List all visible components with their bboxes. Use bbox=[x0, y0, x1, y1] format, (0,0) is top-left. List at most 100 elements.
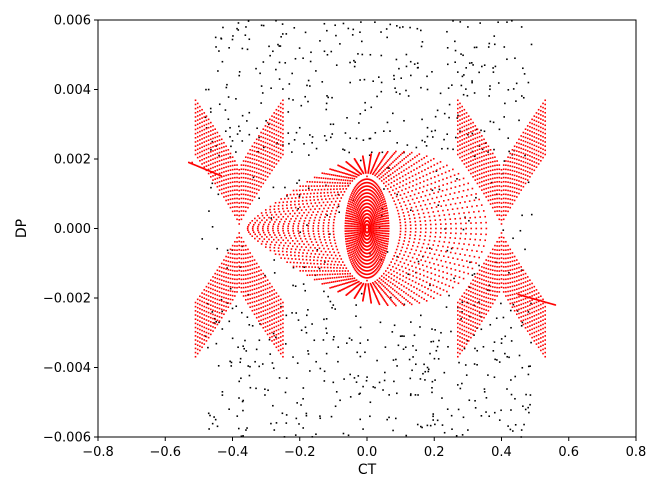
black-particle-point bbox=[218, 103, 221, 106]
red-particle-point bbox=[358, 231, 360, 233]
red-particle-point bbox=[322, 224, 325, 227]
red-particle-point bbox=[349, 179, 351, 182]
red-particle-point bbox=[487, 268, 490, 270]
red-particle-point bbox=[227, 194, 230, 197]
red-particle-point bbox=[282, 326, 284, 329]
red-particle-point bbox=[294, 251, 296, 254]
red-particle-point bbox=[247, 165, 249, 167]
red-particle-point bbox=[210, 130, 212, 132]
red-particle-point bbox=[432, 244, 435, 246]
black-particle-point bbox=[238, 125, 240, 128]
red-particle-point bbox=[414, 227, 417, 230]
black-particle-point bbox=[247, 365, 250, 367]
red-particle-point bbox=[249, 222, 252, 224]
red-particle-point bbox=[502, 218, 505, 221]
red-particle-point bbox=[368, 167, 370, 170]
red-particle-point bbox=[409, 224, 412, 227]
red-particle-point bbox=[272, 231, 275, 234]
red-particle-point bbox=[355, 282, 358, 284]
red-particle-point bbox=[359, 224, 362, 227]
red-particle-point bbox=[352, 204, 354, 207]
red-particle-point bbox=[302, 258, 304, 261]
red-particle-point bbox=[307, 211, 310, 214]
red-particle-point bbox=[375, 231, 378, 234]
red-particle-point bbox=[273, 334, 275, 337]
red-particle-point bbox=[231, 210, 234, 213]
red-particle-point bbox=[426, 189, 428, 192]
red-particle-point bbox=[251, 191, 254, 193]
red-particle-point bbox=[472, 176, 474, 178]
red-particle-point bbox=[207, 290, 210, 293]
red-particle-point bbox=[247, 202, 249, 205]
red-particle-point bbox=[251, 268, 254, 270]
red-particle-point bbox=[384, 225, 387, 227]
red-particle-point bbox=[247, 225, 249, 228]
red-particle-point bbox=[321, 198, 323, 201]
red-particle-point bbox=[223, 187, 225, 190]
red-particle-point bbox=[294, 203, 296, 206]
red-particle-point bbox=[277, 239, 280, 241]
red-particle-point bbox=[520, 266, 522, 268]
red-particle-point bbox=[362, 160, 365, 162]
red-particle-point bbox=[371, 186, 373, 189]
red-particle-point bbox=[353, 214, 355, 217]
black-particle-point bbox=[229, 360, 231, 363]
red-particle-point bbox=[347, 222, 350, 225]
red-particle-point bbox=[362, 276, 364, 278]
red-particle-point bbox=[364, 284, 367, 286]
black-particle-point bbox=[302, 427, 305, 429]
red-particle-point bbox=[368, 288, 370, 291]
red-particle-point bbox=[354, 194, 357, 197]
red-particle-point bbox=[268, 216, 270, 219]
red-particle-point bbox=[352, 250, 354, 253]
red-particle-point bbox=[385, 176, 387, 179]
red-particle-point bbox=[401, 159, 404, 162]
red-particle-point bbox=[358, 192, 361, 195]
black-particle-point bbox=[383, 130, 385, 132]
black-particle-point bbox=[348, 151, 351, 154]
red-particle-point bbox=[244, 290, 247, 293]
red-particle-point bbox=[247, 152, 249, 155]
red-particle-point bbox=[302, 227, 304, 230]
red-particle-point bbox=[348, 207, 350, 210]
red-particle-point bbox=[464, 254, 466, 256]
red-particle-point bbox=[387, 217, 389, 219]
black-particle-point bbox=[273, 272, 276, 274]
black-particle-point bbox=[248, 324, 251, 326]
red-particle-point bbox=[377, 227, 379, 230]
red-particle-point bbox=[353, 243, 356, 245]
red-particle-point bbox=[273, 309, 275, 312]
red-particle-point bbox=[359, 227, 362, 230]
red-particle-point bbox=[249, 298, 251, 300]
red-particle-point bbox=[279, 220, 281, 223]
red-particle-point bbox=[223, 150, 225, 152]
red-particle-point bbox=[293, 261, 295, 264]
red-particle-point bbox=[428, 261, 431, 264]
red-particle-point bbox=[340, 276, 343, 278]
red-particle-point bbox=[272, 238, 275, 241]
black-particle-point bbox=[380, 81, 383, 84]
red-particle-point bbox=[253, 259, 256, 261]
black-particle-point bbox=[396, 142, 398, 144]
red-particle-point bbox=[482, 245, 485, 247]
red-particle-point bbox=[214, 132, 216, 135]
red-particle-point bbox=[364, 169, 367, 171]
red-particle-point bbox=[347, 286, 349, 288]
red-particle-point bbox=[203, 112, 206, 114]
red-particle-point bbox=[269, 151, 271, 154]
red-particle-point bbox=[361, 225, 363, 227]
red-particle-point bbox=[231, 265, 234, 268]
red-particle-point bbox=[371, 264, 374, 267]
black-particle-point bbox=[307, 79, 310, 82]
red-particle-point bbox=[459, 302, 461, 305]
black-particle-point bbox=[217, 70, 219, 72]
red-particle-point bbox=[376, 166, 379, 169]
red-particle-point bbox=[384, 240, 386, 242]
red-particle-point bbox=[403, 169, 405, 172]
red-particle-point bbox=[502, 205, 505, 208]
black-particle-point bbox=[430, 340, 432, 343]
red-particle-point bbox=[380, 278, 383, 281]
red-particle-point bbox=[329, 204, 331, 206]
red-particle-point bbox=[359, 212, 362, 214]
red-particle-point bbox=[355, 262, 357, 264]
